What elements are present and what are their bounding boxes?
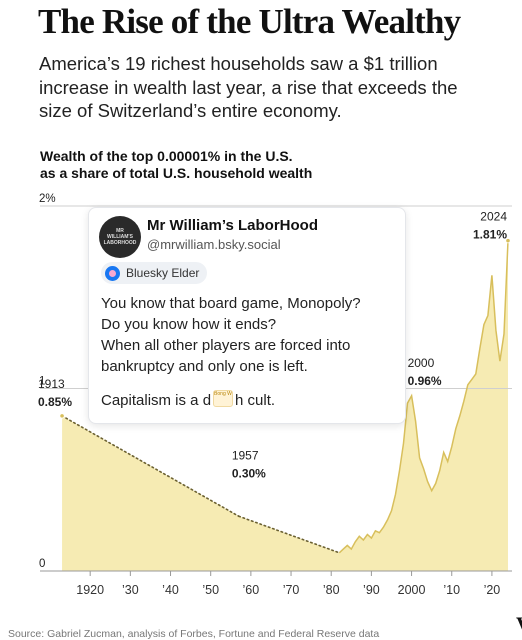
post-line: bankruptcy and only one is left.	[101, 358, 308, 375]
annotation-value: 0.96%	[408, 374, 442, 388]
bluesky-badge-icon	[105, 265, 120, 281]
annotation-year: 1957	[232, 448, 259, 462]
y-tick-label: 2%	[39, 193, 56, 205]
avatar-text: MR WILLIAM'S LABORHOOD	[103, 228, 137, 246]
social-post-card[interactable]: MR WILLIAM'S LABORHOOD Mr William’s Labo…	[88, 207, 406, 424]
post-author-name[interactable]: Mr William’s LaborHood	[147, 217, 318, 234]
post-line: You know that board game, Monopoly?	[101, 295, 361, 312]
x-tick-label: ’50	[202, 583, 219, 597]
dotted-segment	[238, 515, 341, 554]
badge-label: Bluesky Elder	[126, 266, 200, 280]
annotation-year: 2000	[408, 356, 435, 370]
post-line: When all other players are forced into	[101, 337, 351, 354]
data-point-marker	[59, 413, 65, 419]
post-line: Do you know how it ends?	[101, 316, 277, 333]
x-tick-label: 2000	[398, 583, 426, 597]
post-body: You know that board game, Monopoly? Do y…	[101, 293, 401, 411]
y-tick-label: 0	[39, 558, 45, 570]
post-badge: Bluesky Elder	[101, 262, 208, 284]
post-author-handle[interactable]: @mrwilliam.bsky.social	[147, 237, 281, 252]
headline: The Rise of the Ultra Wealthy	[38, 2, 461, 41]
x-tick-label: ’80	[323, 583, 340, 597]
post-last-line-start: Capitalism is a d	[101, 392, 212, 409]
wealth-share-area-chart: 0 1 2% 1920 ’30 ’40 ’50 ’60 ’70 ’80 ’90 2000 ’10 ’20 1…	[38, 193, 512, 597]
chart-title-line-1: Wealth of the top 0.00001% in the U.S.	[40, 148, 293, 164]
chart-title-line-2: as a share of total U.S. household wealt…	[40, 164, 313, 181]
sticker-emoji-icon: Bong Worm	[213, 390, 234, 407]
dek-subtitle: America’s 19 richest households saw a $1…	[39, 53, 458, 121]
data-point-marker	[505, 238, 511, 244]
y-tick-label: 1	[39, 376, 45, 388]
annotation-value: 0.30%	[232, 466, 266, 480]
x-tick-label: 1920	[76, 583, 104, 597]
annotation-value: 0.85%	[38, 395, 72, 409]
x-tick-label: ’20	[484, 583, 501, 597]
x-tick-label: ’60	[243, 583, 260, 597]
x-tick-label: ’40	[162, 583, 179, 597]
source-note: Source: Gabriel Zucman, analysis of Forb…	[8, 628, 380, 640]
annotation-value: 1.81%	[473, 228, 507, 242]
annotation-year: 2024	[480, 210, 507, 224]
series-line	[338, 240, 509, 554]
x-tick-label: ’10	[443, 583, 460, 597]
publisher-mark: V	[516, 612, 522, 638]
x-tick-label: ’70	[283, 583, 300, 597]
chart-title: Wealth of the top 0.00001% in the U.S. a…	[40, 148, 312, 181]
annotation-year: 1913	[38, 377, 65, 391]
x-tick-label: ’90	[363, 583, 380, 597]
post-last-line-end: h cult.	[235, 392, 276, 409]
avatar[interactable]: MR WILLIAM'S LABORHOOD	[99, 216, 141, 258]
x-tick-label: ’30	[122, 583, 139, 597]
